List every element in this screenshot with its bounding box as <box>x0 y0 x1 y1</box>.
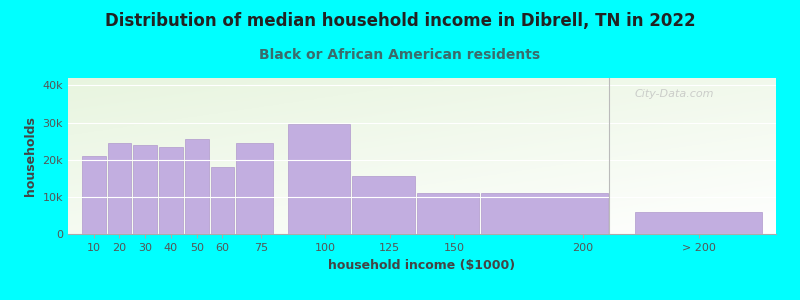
Text: Black or African American residents: Black or African American residents <box>259 48 541 62</box>
X-axis label: household income ($1000): household income ($1000) <box>329 259 515 272</box>
Bar <box>159 147 183 234</box>
Text: Distribution of median household income in Dibrell, TN in 2022: Distribution of median household income … <box>105 12 695 30</box>
Bar <box>210 167 234 234</box>
Bar <box>236 143 273 234</box>
Bar <box>288 124 350 234</box>
Bar <box>417 193 479 234</box>
Y-axis label: households: households <box>24 116 37 196</box>
Bar <box>635 212 762 234</box>
Bar <box>108 143 131 234</box>
Bar <box>185 139 209 234</box>
Bar <box>352 176 414 234</box>
Text: City-Data.com: City-Data.com <box>634 89 714 99</box>
Bar <box>134 145 157 234</box>
Bar <box>481 193 608 234</box>
Bar <box>82 156 106 234</box>
